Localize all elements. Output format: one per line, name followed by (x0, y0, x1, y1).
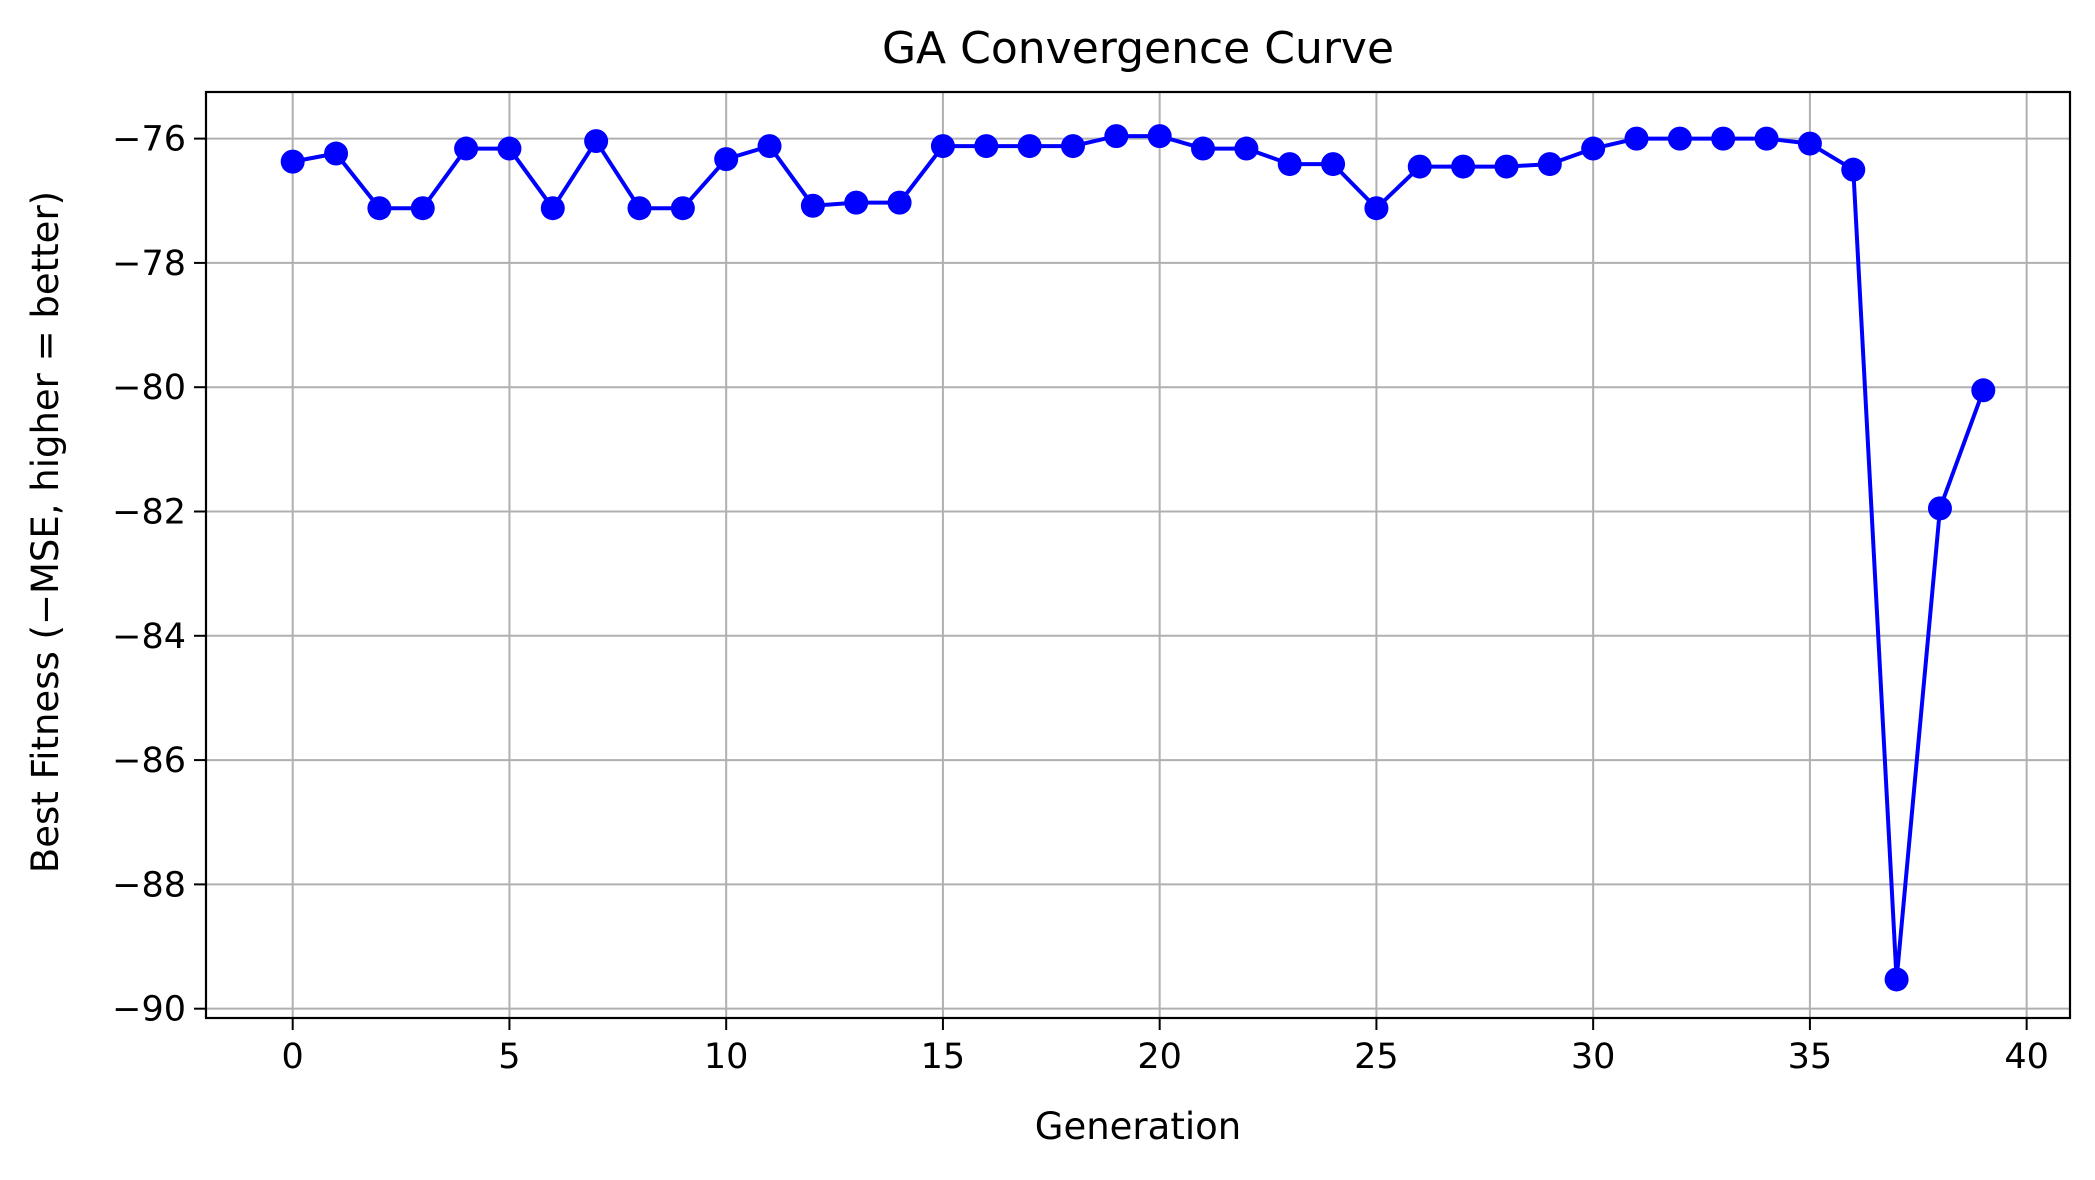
x-axis-ticks: 0 5 10 15 20 25 30 35 40 (282, 1018, 2049, 1077)
chart-title: GA Convergence Curve (882, 23, 1394, 74)
series-line (292, 134, 1986, 982)
x-tick-label: 20 (1137, 1037, 1182, 1077)
x-tick-label: 15 (921, 1037, 966, 1077)
data-point (367, 196, 392, 221)
data-point (1104, 124, 1129, 149)
data-point (1581, 136, 1606, 161)
data-point (1060, 134, 1085, 159)
y-tick-label: −78 (112, 244, 186, 284)
data-point (1407, 154, 1432, 179)
y-axis-ticks: −90 −88 −86 −84 −82 −80 −78 −76 (112, 120, 206, 1030)
y-tick-label: −86 (112, 741, 186, 781)
data-point (974, 134, 999, 159)
y-tick-label: −82 (112, 492, 186, 532)
data-point (1364, 196, 1389, 221)
x-axis-label: Generation (1035, 1105, 1241, 1148)
data-point (930, 134, 955, 159)
y-tick-label: −90 (112, 990, 186, 1030)
data-point (1277, 152, 1302, 177)
data-point (1971, 378, 1996, 403)
data-point (1754, 126, 1779, 151)
x-tick-label: 0 (282, 1037, 304, 1077)
data-point (1147, 124, 1172, 149)
data-point (324, 141, 349, 166)
data-point (454, 136, 479, 161)
data-point (670, 196, 695, 221)
data-point (1321, 152, 1346, 177)
data-point (1711, 126, 1736, 151)
y-axis-label: Best Fitness (−MSE, higher = better) (24, 191, 67, 873)
x-tick-label: 35 (1788, 1037, 1833, 1077)
y-tick-label: −76 (112, 120, 186, 160)
x-tick-label: 5 (498, 1037, 520, 1077)
data-point (1624, 126, 1649, 151)
data-point (1191, 136, 1216, 161)
x-tick-label: 10 (704, 1037, 749, 1077)
data-point (1234, 136, 1259, 161)
data-point (1451, 154, 1476, 179)
data-point (844, 190, 869, 215)
data-point (497, 136, 522, 161)
x-tick-label: 30 (1571, 1037, 1616, 1077)
data-point (584, 129, 609, 154)
data-point (800, 193, 825, 218)
series-layer (280, 124, 1996, 992)
y-tick-label: −88 (112, 865, 186, 905)
data-point (1884, 967, 1909, 992)
data-point (757, 134, 782, 159)
data-point (627, 196, 652, 221)
data-point (280, 149, 305, 174)
data-point (540, 196, 565, 221)
data-point (1537, 152, 1562, 177)
y-tick-label: −80 (112, 368, 186, 408)
data-point (714, 147, 739, 172)
x-tick-label: 40 (2004, 1037, 2049, 1077)
x-tick-label: 25 (1354, 1037, 1399, 1077)
data-point (1667, 126, 1692, 151)
data-point (1494, 154, 1519, 179)
plot-frame (204, 90, 2072, 1020)
data-point (410, 196, 435, 221)
data-point (1841, 157, 1866, 182)
data-point (1017, 134, 1042, 159)
y-tick-label: −84 (112, 617, 186, 657)
data-point (887, 190, 912, 215)
data-point (1797, 131, 1822, 156)
data-point (1927, 496, 1952, 521)
grid (206, 92, 2070, 1018)
